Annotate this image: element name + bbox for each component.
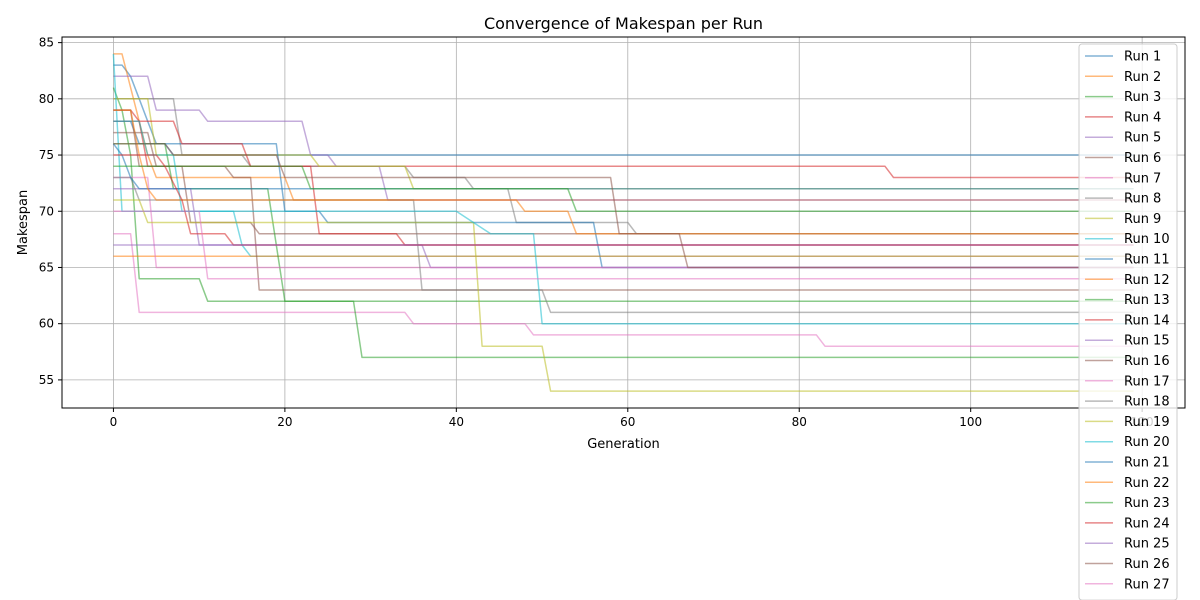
y-tick-label: 80: [39, 92, 54, 106]
series-line-run-7: [113, 232, 1134, 347]
series-line-run-19: [113, 199, 1134, 392]
legend-label: Run 9: [1124, 212, 1161, 227]
legend-label: Run 5: [1124, 131, 1161, 146]
chart-title: Convergence of Makespan per Run: [484, 14, 763, 33]
x-tick-label: 0: [110, 415, 118, 429]
legend-label: Run 24: [1124, 516, 1170, 531]
series-line-run-26: [113, 143, 1134, 269]
series-line-run-22: [113, 109, 1134, 235]
y-tick-label: 75: [39, 148, 54, 162]
x-tick-label: 60: [620, 415, 635, 429]
series-line-run-23: [113, 165, 1134, 213]
legend-label: Run 23: [1124, 496, 1170, 511]
legend-label: Run 10: [1124, 232, 1170, 247]
series-line-run-5: [113, 75, 1134, 201]
legend-label: Run 15: [1124, 334, 1170, 349]
legend-label: Run 3: [1124, 90, 1161, 105]
legend-label: Run 20: [1124, 435, 1170, 450]
legend-label: Run 19: [1124, 415, 1170, 430]
x-tick-label: 20: [277, 415, 292, 429]
legend-label: Run 1: [1124, 50, 1161, 65]
legend-label: Run 26: [1124, 557, 1170, 572]
series-line-run-27: [113, 210, 1134, 280]
legend-label: Run 14: [1124, 313, 1170, 328]
x-tick-label: 80: [792, 415, 807, 429]
legend-label: Run 8: [1124, 192, 1161, 207]
legend-label: Run 6: [1124, 151, 1161, 166]
legend-label: Run 13: [1124, 293, 1170, 308]
y-tick-label: 70: [39, 204, 54, 218]
y-tick-label: 55: [39, 373, 54, 387]
series-line-run-9: [113, 98, 1134, 190]
y-tick-label: 60: [39, 317, 54, 331]
y-tick-label: 85: [39, 36, 54, 50]
plot-frame: [61, 36, 1186, 409]
legend-box: [1078, 43, 1178, 600]
axis-ticks: 02040608010012055606570758085: [39, 36, 1154, 429]
legend-label: Run 12: [1124, 273, 1170, 288]
legend: Run 1 Run 2 Run 3 Run 4 Run 5 Run 6 Run 7 Run 8…: [1078, 43, 1178, 600]
legend-label: Run 18: [1124, 395, 1170, 410]
legend-label: Run 2: [1124, 70, 1161, 85]
legend-label: Run 17: [1124, 374, 1170, 389]
y-tick-label: 65: [39, 260, 54, 274]
series-line-run-24: [113, 154, 1134, 246]
x-tick-label: 100: [959, 415, 982, 429]
legend-label: Run 16: [1124, 354, 1170, 369]
series-line-run-6: [113, 131, 1134, 235]
legend-label: Run 4: [1124, 110, 1161, 125]
legend-label: Run 7: [1124, 171, 1161, 186]
legend-label: Run 27: [1124, 577, 1170, 592]
x-tick-label: 40: [449, 415, 464, 429]
legend-label: Run 25: [1124, 537, 1170, 552]
legend-label: Run 21: [1124, 456, 1170, 471]
legend-label: Run 11: [1124, 253, 1170, 268]
series-lines: [112, 53, 1134, 392]
y-axis-label: Makespan: [16, 190, 31, 255]
x-axis-label: Generation: [587, 437, 660, 452]
legend-label: Run 22: [1124, 476, 1170, 491]
